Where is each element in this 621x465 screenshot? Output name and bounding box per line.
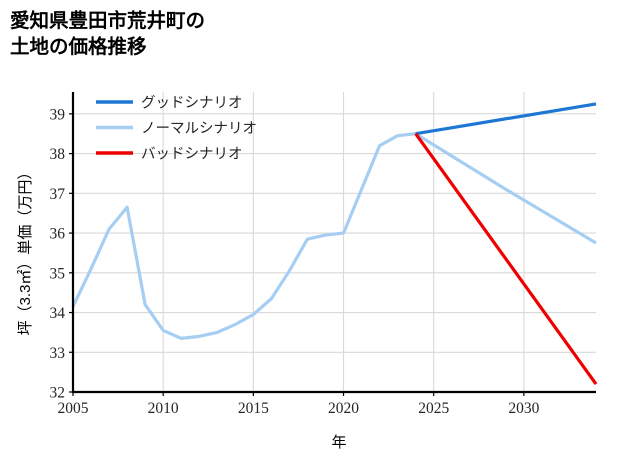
y-tick-label: 37 bbox=[50, 186, 66, 203]
series-line-normal bbox=[71, 132, 597, 340]
y-tick-label: 33 bbox=[50, 345, 66, 362]
x-tick-label: 2015 bbox=[238, 400, 269, 417]
y-tick-label: 35 bbox=[50, 265, 66, 282]
legend-label: バッドシナリオ bbox=[141, 147, 243, 163]
series-line-bad bbox=[414, 132, 598, 385]
y-tick-label: 39 bbox=[50, 106, 66, 123]
x-tick-label: 2005 bbox=[58, 400, 89, 417]
y-tick-label: 38 bbox=[50, 146, 66, 163]
y-tick-label: 32 bbox=[50, 385, 66, 402]
axis-tick-labels: 32 33 34 35 36 37 38 39 2005 2010 2015 2020 2025 2030 bbox=[50, 106, 540, 417]
chart-title: 愛知県豊田市荒井町の 土地の価格推移 bbox=[10, 10, 206, 58]
legend-label: ノーマルシナリオ bbox=[141, 121, 257, 137]
legend-label: グッドシナリオ bbox=[141, 95, 243, 112]
x-axis-label: 年 bbox=[331, 434, 346, 451]
y-axis-label: 坪（3.3㎡）単価（万円） bbox=[17, 165, 34, 336]
axis-spines bbox=[71, 92, 596, 394]
axis-spine bbox=[71, 92, 596, 394]
x-tick-label: 2020 bbox=[328, 400, 359, 417]
gridlines-group bbox=[72, 92, 596, 393]
x-tick-label: 2010 bbox=[148, 400, 179, 417]
axis-ticks bbox=[69, 113, 525, 396]
y-tick-label: 36 bbox=[50, 226, 66, 243]
x-tick-label: 2025 bbox=[418, 400, 449, 417]
series-line-good bbox=[415, 102, 597, 136]
data-series-group bbox=[71, 102, 598, 385]
x-tick-label: 2030 bbox=[508, 400, 539, 417]
y-tick-label: 34 bbox=[50, 305, 66, 322]
